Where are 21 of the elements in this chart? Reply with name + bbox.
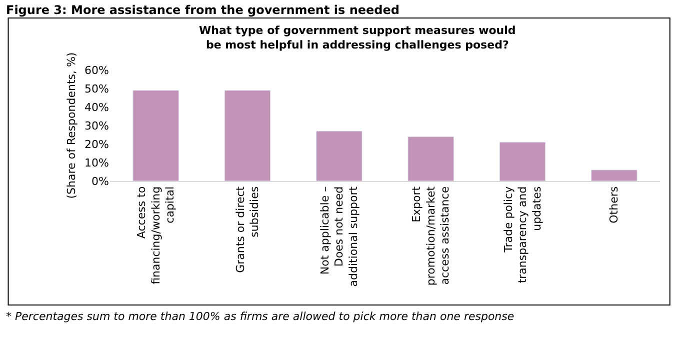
bar xyxy=(316,130,362,181)
bar xyxy=(408,136,454,181)
y-tick-label: 50% xyxy=(84,82,109,96)
y-tick-label: 20% xyxy=(84,138,109,151)
y-tick-label: 10% xyxy=(84,156,109,170)
text: * Percentages sum to more than 100% as firms are allowed to pick more than one response xyxy=(6,310,514,323)
chart-title: Figure 3: More assistance from the government is needed xyxy=(6,3,400,17)
x-tick-label: Trade policy transparency and updates xyxy=(502,186,544,284)
x-tick-label: Grants or direct subsidies xyxy=(234,186,262,273)
x-tick-label: Others xyxy=(608,186,621,224)
y-tick-label: 60% xyxy=(84,64,109,77)
bar xyxy=(591,170,638,181)
bar xyxy=(224,90,271,181)
x-tick-label: Access to financing/working capital xyxy=(135,186,177,284)
y-tick-label: 30% xyxy=(84,119,109,132)
y-tick-label: 0% xyxy=(92,174,109,188)
bar xyxy=(499,142,546,181)
chart-subtitle: What type of government support measures would be most helpful in addressing challenges posed? xyxy=(199,24,516,52)
bar xyxy=(132,90,179,181)
y-axis-title: (Share of Respondents, %) xyxy=(65,52,78,199)
y-tick-label: 40% xyxy=(84,100,109,114)
